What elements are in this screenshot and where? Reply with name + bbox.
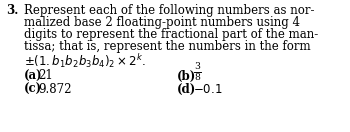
Text: $-0.1$: $-0.1$ [193,83,222,96]
Text: 3.: 3. [6,4,19,17]
Text: malized base 2 floating-point numbers using 4: malized base 2 floating-point numbers us… [24,16,300,29]
Text: (b): (b) [177,69,196,82]
Text: 8: 8 [194,72,200,82]
Text: tissa; that is, represent the numbers in the form: tissa; that is, represent the numbers in… [24,40,310,53]
Text: (d): (d) [177,83,196,96]
Text: $\pm(1.b_1b_2b_3b_4)_2 \times 2^k.$: $\pm(1.b_1b_2b_3b_4)_2 \times 2^k.$ [24,52,146,70]
Text: (c): (c) [24,83,42,96]
Text: Represent each of the following numbers as nor-: Represent each of the following numbers … [24,4,314,17]
Text: 9.872: 9.872 [38,83,72,96]
Text: 3: 3 [194,62,200,71]
Text: 21: 21 [38,69,53,82]
Text: digits to represent the fractional part of the man-: digits to represent the fractional part … [24,28,318,41]
Text: (a): (a) [24,69,42,82]
